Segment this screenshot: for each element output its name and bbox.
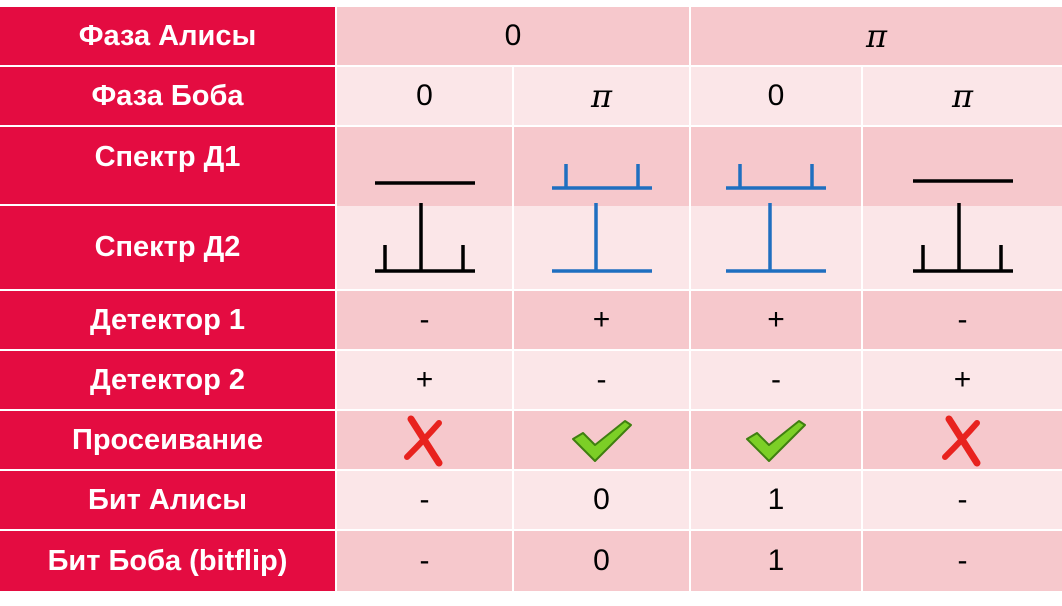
spectrum-flat-icon [374,181,475,185]
spectrum-d1-cell [514,127,691,206]
detector2-cell: + [863,351,1062,411]
row-header-sifting: Просеивание [0,411,337,471]
row-header-alice-phase: Фаза Алисы [0,7,337,67]
detector1-cell: + [514,291,691,351]
bob-bit-cell: 0 [514,531,691,591]
spectrum-three-peaks-icon [374,203,475,273]
sifting-cell [337,411,514,471]
cross-icon [403,415,442,467]
sifting-cell [863,411,1062,471]
row-header-detector2: Детектор 2 [0,351,337,411]
spectrum-single-peak-icon [726,203,826,273]
cross-icon [941,415,980,467]
sifting-cell [514,411,691,471]
alice-phase-cell: 0 [337,7,691,67]
row-header-alice-bit: Бит Алисы [0,471,337,531]
spectrum-single-peak-icon [551,203,652,273]
detector2-cell: - [514,351,691,411]
row-header-bob-bit: Бит Боба (bitflip) [0,531,337,591]
bob-bit-cell: - [337,531,514,591]
detector1-cell: - [863,291,1062,351]
spectrum-d1-cell [337,127,514,206]
detector1-cell: - [337,291,514,351]
detector2-cell: - [691,351,863,411]
row-header-spectrum-d2: Спектр Д2 [0,206,337,291]
spectrum-d2-cell [863,203,1062,291]
row-header-spectrum-d1: Спектр Д1 [0,127,337,206]
bob-phase-cell: π [514,67,691,127]
bob-phase-cell: π [863,67,1062,127]
protocol-table: Фаза Алисы 0 π Фаза Боба 0 π 0 π Спектр … [0,7,1062,591]
spectrum-two-peaks-icon [726,164,826,190]
spectrum-d1-cell [691,127,863,206]
spectrum-d2-cell [691,203,863,291]
check-icon [746,420,806,462]
row-header-bob-phase: Фаза Боба [0,67,337,127]
alice-phase-cell: π [691,7,1062,67]
row-header-detector1: Детектор 1 [0,291,337,351]
alice-bit-cell: - [337,471,514,531]
alice-bit-cell: 1 [691,471,863,531]
check-icon [571,420,632,462]
spectrum-d2-cell [514,203,691,291]
bob-bit-cell: - [863,531,1062,591]
bob-phase-cell: 0 [691,67,863,127]
alice-bit-cell: - [863,471,1062,531]
spectrum-d1-cell [863,127,1062,206]
alice-bit-cell: 0 [514,471,691,531]
spectrum-three-peaks-icon [912,203,1013,273]
spectrum-two-peaks-icon [551,164,652,190]
spectrum-flat-icon [912,179,1013,183]
detector1-cell: + [691,291,863,351]
bob-bit-cell: 1 [691,531,863,591]
bob-phase-cell: 0 [337,67,514,127]
spectrum-d2-cell [337,203,514,291]
sifting-cell [691,411,863,471]
detector2-cell: + [337,351,514,411]
